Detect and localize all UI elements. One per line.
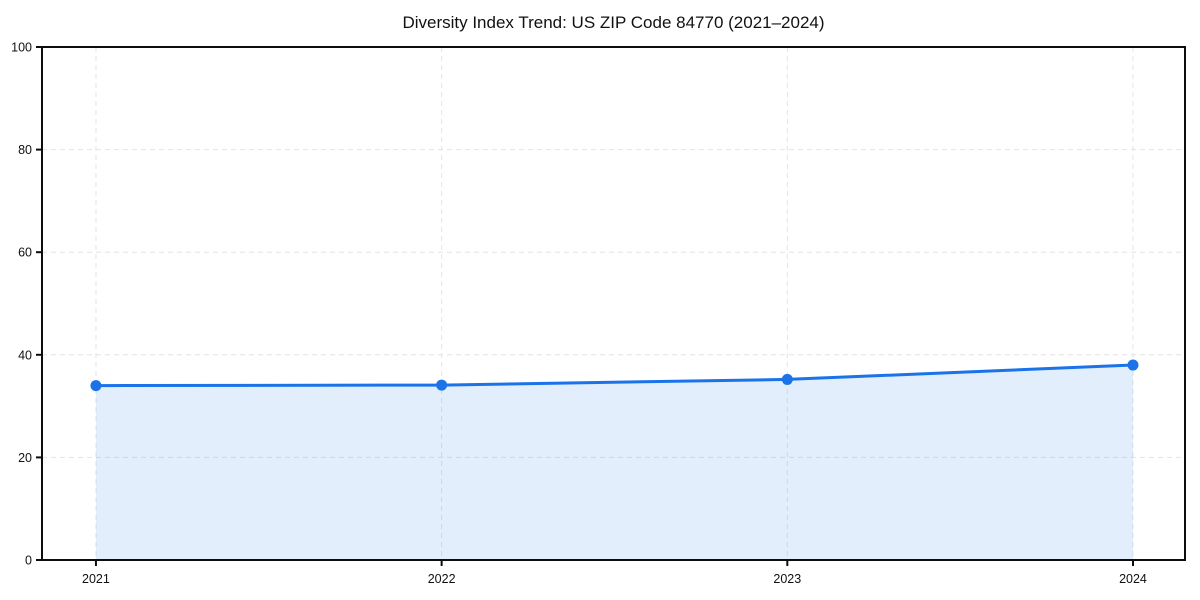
data-point-2024 [1127, 359, 1139, 371]
plot-border [41, 46, 1186, 561]
y-tick-label: 20 [18, 451, 32, 465]
series-line [94, 363, 1135, 388]
y-tick-label: 100 [11, 41, 32, 55]
chart-title: Diversity Index Trend: US ZIP Code 84770… [402, 13, 825, 32]
y-tick-label: 40 [18, 348, 32, 362]
series-area-fill [95, 365, 1133, 560]
x-tick-label: 2024 [1119, 572, 1147, 586]
y-tick-label: 80 [18, 143, 32, 157]
data-point-2022 [436, 379, 448, 391]
x-tick-label: 2023 [773, 572, 801, 586]
data-point-2021 [90, 380, 102, 392]
data-point-2023 [781, 373, 793, 385]
y-tick-label: 0 [25, 554, 32, 568]
x-tick-label: 2022 [428, 572, 456, 586]
x-tick-label: 2021 [82, 572, 110, 586]
y-tick-label: 60 [18, 246, 32, 260]
